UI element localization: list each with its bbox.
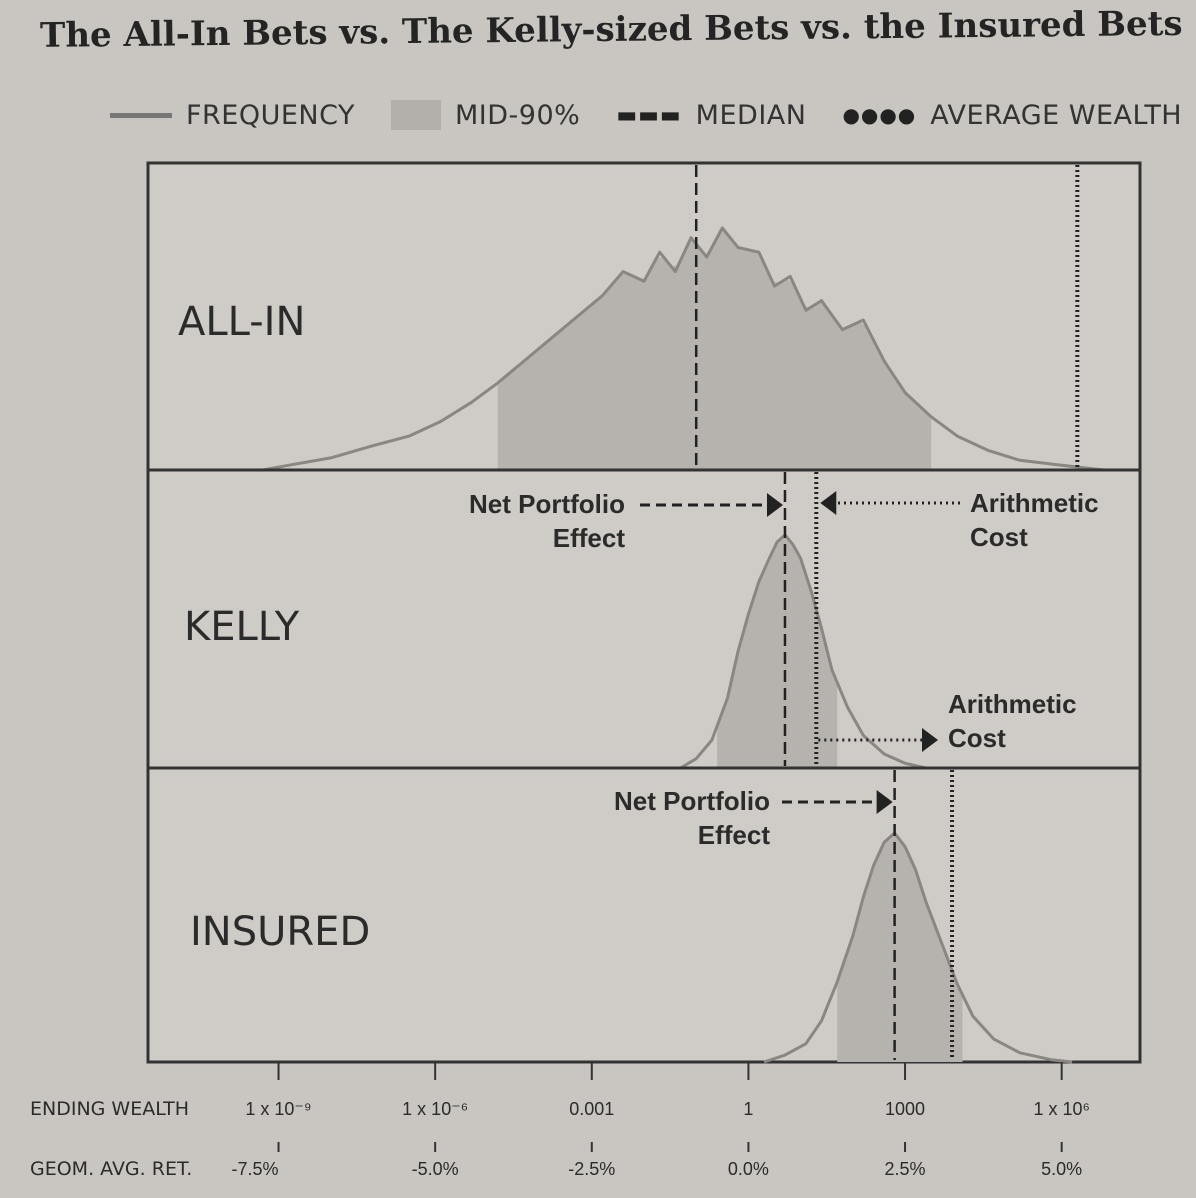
x-tick-label: 1 x 10⁻⁶ bbox=[402, 1099, 468, 1119]
annotation-kelly-net-line2: Effect bbox=[553, 523, 626, 553]
secondary-tick-label: 0.0% bbox=[728, 1159, 769, 1179]
secondary-axis-label: GEOM. AVG. RET. bbox=[30, 1158, 192, 1180]
legend-mid90-label: MID-90% bbox=[455, 99, 581, 131]
x-tick-label: 1 x 10⁻⁹ bbox=[245, 1099, 311, 1119]
legend-median-label: MEDIAN bbox=[695, 99, 807, 131]
secondary-tick-label: 5.0% bbox=[1041, 1159, 1082, 1179]
annotation-insured-cost-line1: Arithmetic bbox=[948, 689, 1077, 719]
legend-frequency-swatch bbox=[110, 112, 172, 118]
kelly-mid90-band bbox=[717, 535, 838, 768]
allin-frequency-curve bbox=[262, 226, 1104, 472]
annotation-arrowhead bbox=[766, 493, 783, 517]
secondary-tick-label: -7.5% bbox=[231, 1159, 278, 1179]
secondary-tick-label: -5.0% bbox=[412, 1159, 459, 1179]
legend-frequency-label: FREQUENCY bbox=[186, 99, 355, 131]
insured-frequency-curve bbox=[763, 831, 1073, 1064]
annotation-kelly-cost-line1: Arithmetic bbox=[970, 488, 1099, 518]
legend-average-label: AVERAGE WEALTH bbox=[930, 99, 1183, 131]
annotation-insured-cost-line2: Cost bbox=[948, 723, 1006, 753]
x-tick-label: 0.001 bbox=[569, 1099, 614, 1119]
allin-mid90-band bbox=[497, 229, 932, 470]
x-tick-label: 1 bbox=[743, 1099, 753, 1119]
legend: FREQUENCY MID-90% ▬▬▬ MEDIAN ●●●● AVERAG… bbox=[110, 95, 1182, 135]
panel-label-allin: ALL-IN bbox=[178, 299, 305, 345]
annotation-kelly-cost-line2: Cost bbox=[970, 522, 1028, 552]
legend-average-swatch: ●●●● bbox=[842, 103, 917, 127]
annotation-insured-net-line1: Net Portfolio bbox=[614, 786, 770, 816]
x-tick-label: 1000 bbox=[885, 1099, 925, 1119]
annotation-kelly-net-line1: Net Portfolio bbox=[469, 489, 625, 519]
legend-mid90-swatch bbox=[391, 100, 441, 130]
secondary-tick-label: 2.5% bbox=[885, 1159, 926, 1179]
annotation-arrowhead bbox=[876, 790, 893, 814]
annotation-arrowhead bbox=[922, 728, 938, 752]
secondary-tick-label: -2.5% bbox=[568, 1159, 615, 1179]
x-tick-label: 1 x 10⁶ bbox=[1033, 1099, 1089, 1119]
kelly-frequency-curve bbox=[679, 533, 927, 770]
annotation-arrowhead bbox=[820, 491, 837, 515]
panel-label-insured: INSURED bbox=[190, 909, 370, 955]
legend-median-swatch: ▬▬▬ bbox=[616, 102, 682, 128]
annotation-insured-net-line2: Effect bbox=[698, 820, 771, 850]
x-axis-label: ENDING WEALTH bbox=[30, 1098, 189, 1120]
insured-mid90-band bbox=[837, 833, 963, 1062]
panel-label-kelly: KELLY bbox=[184, 604, 300, 650]
